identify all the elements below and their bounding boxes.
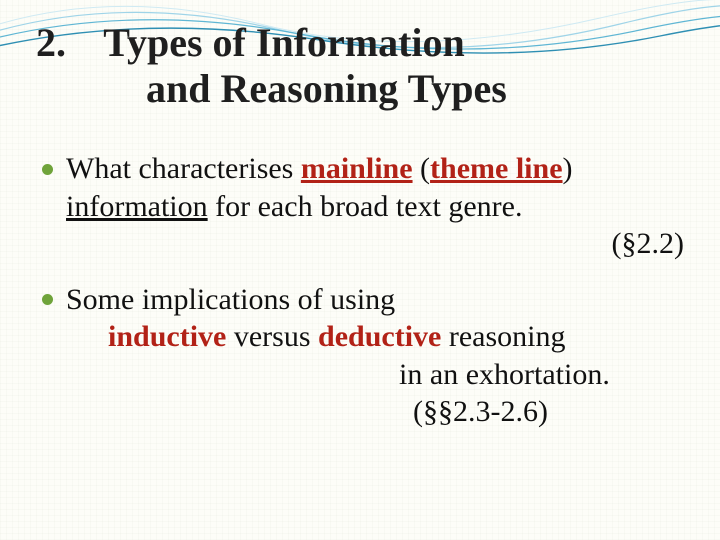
- title-text-1: Types of Information: [103, 20, 464, 65]
- bullet-dot-icon: [42, 294, 53, 305]
- bullet-1-line-1: What characterises mainline (theme line): [66, 152, 573, 185]
- section-ref: (§2.2): [202, 225, 684, 263]
- bullet-dot-icon: [42, 164, 53, 175]
- text: What characterises: [66, 152, 301, 185]
- bullet-1-line-2: information for each broad text genre.: [66, 188, 684, 226]
- bullet-item: Some implications of using inductive ver…: [36, 281, 684, 431]
- keyword-mainline: mainline: [301, 152, 413, 185]
- bullet-2-line-2: inductive versus deductive reasoning: [66, 318, 684, 356]
- slide: 2. Types of Information and Reasoning Ty…: [0, 0, 720, 540]
- keyword-inductive: inductive: [108, 320, 226, 353]
- text: versus: [226, 320, 318, 353]
- title-number: 2.: [36, 20, 94, 66]
- text: for each broad text genre.: [208, 190, 523, 223]
- bullet-2-line-1: Some implications of using: [66, 281, 684, 319]
- text: ): [563, 152, 573, 185]
- text: reasoning: [441, 320, 565, 353]
- bullet-2-line-3: in an exhortation.: [66, 356, 610, 394]
- section-ref: (§§2.3-2.6): [66, 393, 548, 431]
- keyword-information: information: [66, 190, 208, 223]
- title-line-1: 2. Types of Information: [36, 20, 684, 66]
- slide-title: 2. Types of Information and Reasoning Ty…: [36, 20, 684, 112]
- slide-content: What characterises mainline (theme line)…: [36, 150, 684, 449]
- keyword-theme-line: theme line: [430, 152, 562, 185]
- title-line-2: and Reasoning Types: [36, 66, 684, 112]
- keyword-deductive: deductive: [318, 320, 441, 353]
- bullet-item: What characterises mainline (theme line)…: [36, 150, 684, 263]
- text: (: [413, 152, 431, 185]
